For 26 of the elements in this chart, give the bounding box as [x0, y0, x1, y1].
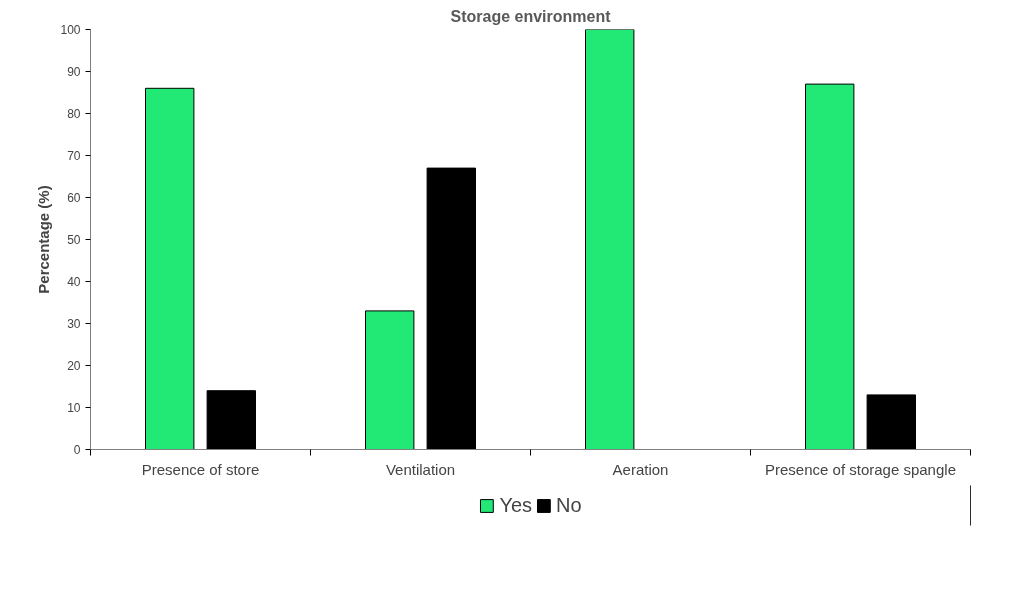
- chart-title: Storage environment: [450, 7, 612, 25]
- bar: [585, 29, 635, 450]
- bar: [866, 394, 916, 450]
- bar: [805, 83, 855, 450]
- y-tick-label: 80: [67, 107, 81, 121]
- y-tick-label: 30: [67, 317, 81, 331]
- bar: [206, 390, 256, 450]
- y-tick-label: 40: [67, 275, 81, 289]
- y-axis-title: Percentage (%): [35, 185, 53, 294]
- legend-label: Yes: [499, 493, 533, 517]
- legend-label: No: [556, 493, 582, 517]
- x-tick-label: Presence of store: [141, 460, 260, 478]
- x-tick-label: Presence of storage spangle: [765, 460, 956, 478]
- x-tick-label: Ventilation: [385, 460, 456, 478]
- y-tick-label: 50: [67, 233, 81, 247]
- bar: [145, 87, 195, 450]
- y-tick-label: 70: [67, 149, 81, 163]
- y-tick-label: 0: [73, 443, 81, 457]
- bar: [426, 167, 476, 450]
- y-tick-label: 60: [67, 191, 81, 205]
- bar: [365, 310, 415, 450]
- y-tick-label: 90: [67, 65, 81, 79]
- y-tick-label: 100: [60, 23, 81, 37]
- y-tick-label: 10: [67, 401, 81, 415]
- x-tick-label: Aeration: [612, 460, 669, 478]
- y-tick-label: 20: [67, 359, 81, 373]
